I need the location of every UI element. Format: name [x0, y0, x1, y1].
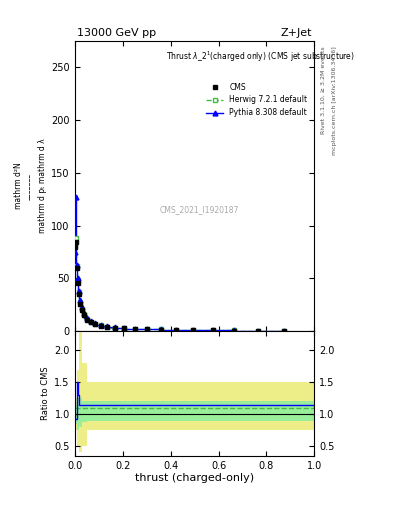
Text: 13000 GeV pp: 13000 GeV pp [77, 28, 156, 38]
Text: CMS_2021_I1920187: CMS_2021_I1920187 [160, 205, 239, 214]
Text: mcplots.cern.ch [arXiv:1306.3436]: mcplots.cern.ch [arXiv:1306.3436] [332, 46, 337, 155]
X-axis label: thrust (charged-only): thrust (charged-only) [135, 473, 254, 483]
Text: Z+Jet: Z+Jet [281, 28, 312, 38]
Legend: CMS, Herwig 7.2.1 default, Pythia 8.308 default: CMS, Herwig 7.2.1 default, Pythia 8.308 … [204, 79, 310, 120]
Y-axis label: Ratio to CMS: Ratio to CMS [41, 367, 50, 420]
Text: Thrust $\lambda\_2^1$(charged only) (CMS jet substructure): Thrust $\lambda\_2^1$(charged only) (CMS… [166, 50, 355, 64]
Y-axis label: mathrm d²N
–––––––
mathrm d pₜ mathrm d λ: mathrm d²N ––––––– mathrm d pₜ mathrm d … [15, 139, 47, 233]
Text: Rivet 3.1.10, ≥ 3.2M events: Rivet 3.1.10, ≥ 3.2M events [320, 46, 325, 134]
